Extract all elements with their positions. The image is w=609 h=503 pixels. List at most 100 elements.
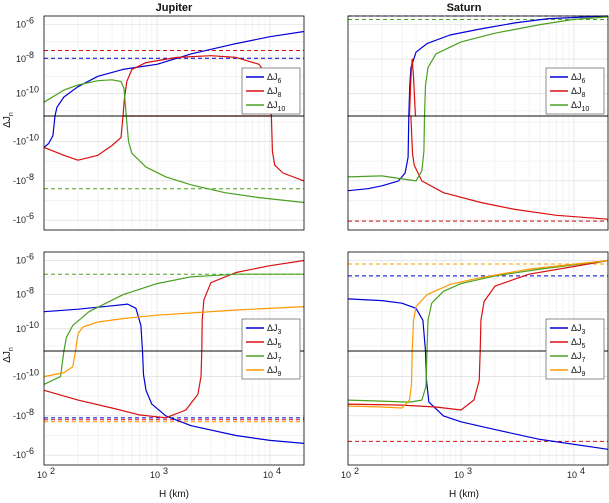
series-line-delta-j3-top <box>43 303 144 352</box>
axes-frame-bottom <box>347 350 609 466</box>
y-tick-exponent: -10 <box>26 133 39 143</box>
series-line-delta-j6-top <box>54 30 305 117</box>
y-axis-label-text: ΔJ <box>2 116 13 128</box>
series-line-delta-j9-top <box>411 259 609 352</box>
panel-jupiter-even: Jupiter ΔJn 10-610-810 -10-10 -10-10 -8-10-… <box>2 2 305 231</box>
series-line-delta-j5-bottom <box>347 350 481 411</box>
series-line-delta-j6-bottom <box>347 115 410 192</box>
y-tick-exponent: -10 <box>26 320 39 330</box>
x-tick-exponent: 4 <box>276 466 281 476</box>
y-tick-label: -10 <box>13 176 26 186</box>
y-tick-exponent: -6 <box>26 211 34 221</box>
series-line-delta-j7-top <box>426 259 609 352</box>
x-tick-exponent: 3 <box>467 466 472 476</box>
series-line-delta-j10-top <box>43 79 127 117</box>
y-tick-exponent: -6 <box>26 252 34 262</box>
y-tick-exponent: -8 <box>26 286 34 296</box>
x-tick-exponent: 2 <box>50 466 55 476</box>
axes-frame-bottom <box>43 350 305 466</box>
y-axis-label-text: ΔJ <box>2 351 13 363</box>
y-tick-exponent: -6 <box>26 16 34 26</box>
x-tick-label: 10 <box>454 470 464 480</box>
legend-label: ΔJ3 <box>571 323 586 336</box>
y-tick-label: 10 <box>16 54 26 64</box>
y-axis-label-sub: n <box>8 347 15 351</box>
y-tick-label: -10 <box>13 215 26 225</box>
series-line-delta-j6-top <box>408 15 609 117</box>
series-line-delta-j8-bottom <box>410 115 609 220</box>
y-axis-label: ΔJn <box>2 347 15 363</box>
series-line-delta-j10-bottom <box>125 115 305 204</box>
y-tick-label: -10 <box>13 450 26 460</box>
y-axis-label: ΔJn <box>2 112 15 128</box>
x-tick-exponent: 4 <box>580 466 585 476</box>
axes-frame-bottom <box>43 115 305 231</box>
series-line-delta-j9-top <box>74 306 305 352</box>
legend-label: ΔJ3 <box>267 323 282 336</box>
series-line-delta-j8-top <box>408 58 416 117</box>
grid <box>348 16 608 230</box>
legend-label: ΔJ5 <box>267 337 282 350</box>
y-tick-exponent: -10 <box>26 368 39 378</box>
x-tick-exponent: 3 <box>163 466 168 476</box>
x-axis-label: H (km) <box>449 489 479 500</box>
legend-label: ΔJ6 <box>571 72 586 85</box>
y-tick-label: -10 <box>13 372 26 382</box>
panel-jupiter-odd: ΔJn H (km) 10-610-810 -10-10 -10-10 -8-10 -6… <box>2 252 305 500</box>
y-tick-label: 10 <box>16 89 26 99</box>
axes-frame-bottom <box>347 115 609 231</box>
series-line-delta-j7-bottom <box>43 350 65 385</box>
series-line-delta-j5-bottom <box>43 350 203 419</box>
x-tick-exponent: 2 <box>354 466 359 476</box>
y-tick-label: 10 <box>16 256 26 266</box>
series-line-delta-j8-bottom <box>43 115 305 182</box>
y-tick-exponent: -6 <box>26 446 34 456</box>
legend-label: ΔJ5 <box>571 337 586 350</box>
series-line-delta-j3-top <box>347 298 427 352</box>
series-line-delta-j10-top <box>423 16 609 117</box>
series-line-delta-j6-bottom <box>43 115 56 148</box>
x-axis-label: H (km) <box>159 489 189 500</box>
legend-label: ΔJ10 <box>267 100 285 113</box>
y-tick-label: 10 <box>16 324 26 334</box>
series-line-delta-j5-top <box>479 259 609 352</box>
series-line-delta-j3-bottom <box>424 350 609 450</box>
series-line-delta-j5-top <box>201 259 305 352</box>
x-tick-label: 10 <box>341 470 351 480</box>
legend-label: ΔJ9 <box>267 365 282 378</box>
series-line-delta-j7-top <box>63 273 304 352</box>
x-tick-label: 10 <box>567 470 577 480</box>
legend-label: ΔJ6 <box>267 72 282 85</box>
legend-label: ΔJ7 <box>267 351 282 364</box>
y-tick-label: -10 <box>13 411 26 421</box>
y-tick-label: -10 <box>13 137 26 147</box>
legend-box <box>241 318 301 380</box>
legend-label: ΔJ9 <box>571 365 586 378</box>
series-line-delta-j7-bottom <box>347 350 428 403</box>
y-axis-label-sub: n <box>8 112 15 116</box>
panel-title: Saturn <box>447 2 482 14</box>
y-tick-label: 10 <box>16 20 26 30</box>
series-line-delta-j9-bottom <box>43 350 77 378</box>
legend-label: ΔJ10 <box>571 100 589 113</box>
panel-title: Jupiter <box>156 2 193 14</box>
x-tick-label: 10 <box>37 470 47 480</box>
series-line-delta-j9-bottom <box>347 350 413 409</box>
series-line-delta-j10-bottom <box>347 115 426 182</box>
y-tick-exponent: -8 <box>26 50 34 60</box>
y-tick-label: 10 <box>16 290 26 300</box>
y-tick-exponent: -10 <box>26 85 39 95</box>
legend-box <box>545 318 605 380</box>
legend-label: ΔJ8 <box>267 86 282 99</box>
legend-label: ΔJ8 <box>571 86 586 99</box>
x-tick-label: 10 <box>150 470 160 480</box>
legend-label: ΔJ7 <box>571 351 586 364</box>
x-tick-label: 10 <box>263 470 273 480</box>
